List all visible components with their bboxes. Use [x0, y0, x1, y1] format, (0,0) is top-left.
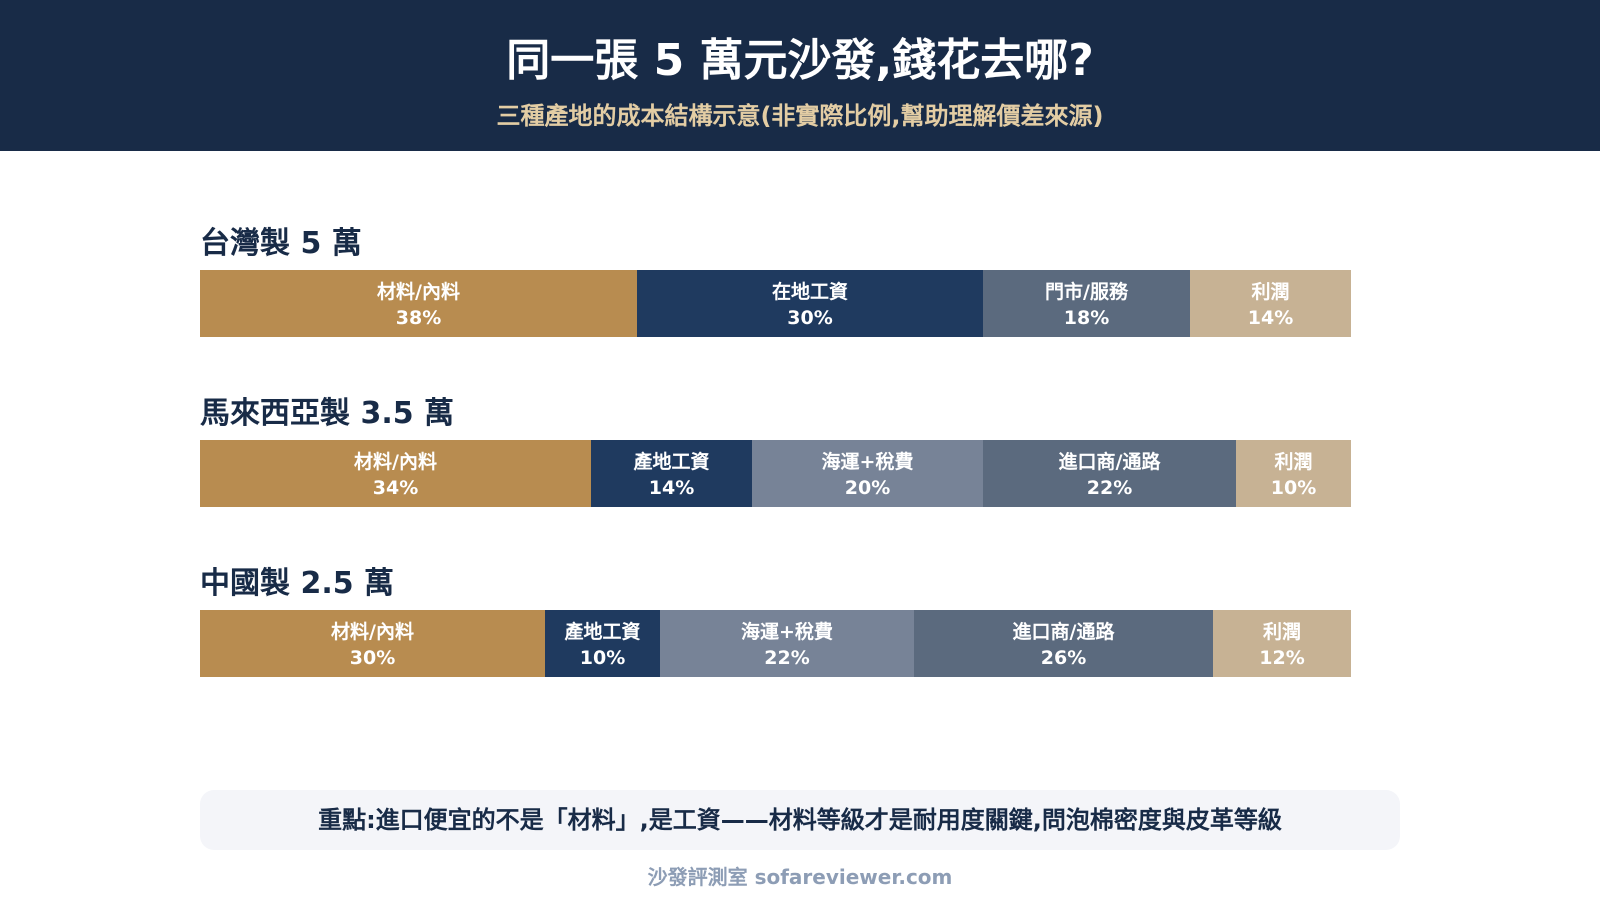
bar-segment: 材料/內料 34%: [200, 440, 591, 507]
segment-value-label: 10%: [579, 647, 626, 669]
segment-label: 材料/內料: [354, 451, 437, 473]
segment-value-label: 34%: [372, 477, 419, 499]
bar-segment: 材料/內料 38%: [200, 270, 637, 337]
segment-label: 海運+稅費: [741, 621, 833, 643]
key-point-note: 重點:進口便宜的不是「材料」,是工資——材料等級才是耐用度關鍵,問泡棉密度與皮革…: [200, 790, 1400, 850]
segment-label: 進口商/通路: [1012, 621, 1115, 643]
bar-segment: 海運+稅費 22%: [660, 610, 914, 677]
segment-value-label: 26%: [1040, 647, 1087, 669]
bar-segment: 材料/內料 30%: [200, 610, 545, 677]
segment-label: 產地工資: [564, 621, 641, 643]
bar-segment: 進口商/通路 26%: [914, 610, 1213, 677]
segment-value-label: 14%: [648, 477, 695, 499]
group-label-china: 中國製 2.5 萬: [200, 566, 395, 601]
segment-label: 門市/服務: [1045, 281, 1128, 303]
page-subtitle: 三種產地的成本結構示意(非實際比例,幫助理解價差來源): [496, 102, 1104, 130]
segment-label: 利潤: [1274, 451, 1313, 473]
segment-label: 產地工資: [633, 451, 710, 473]
segment-value-label: 22%: [764, 647, 810, 669]
bar-segment: 利潤 12%: [1213, 610, 1351, 677]
bar-segment: 利潤 14%: [1190, 270, 1351, 337]
segment-value-label: 14%: [1247, 307, 1294, 329]
bar-segment: 產地工資 10%: [545, 610, 660, 677]
bar-segment: 門市/服務 18%: [983, 270, 1190, 337]
group-label-taiwan: 台灣製 5 萬: [200, 226, 362, 261]
segment-value-label: 22%: [1086, 477, 1133, 499]
segment-value-label: 20%: [844, 477, 891, 499]
stacked-bar-china: 材料/內料 30% 產地工資 10% 海運+稅費 22% 進口商/通路 26% 利潤 12%: [200, 610, 1351, 677]
segment-value-label: 18%: [1063, 307, 1110, 329]
bar-segment: 產地工資 14%: [591, 440, 752, 507]
segment-label: 在地工資: [771, 281, 848, 303]
segment-value-label: 10%: [1270, 477, 1317, 499]
segment-label: 利潤: [1262, 621, 1301, 643]
stacked-bar-taiwan: 材料/內料 38% 在地工資 30% 門市/服務 18% 利潤 14%: [200, 270, 1351, 337]
footer-credit: 沙發評測室 sofareviewer.com: [647, 865, 953, 889]
segment-label: 材料/內料: [331, 621, 414, 643]
group-label-malaysia: 馬來西亞製 3.5 萬: [200, 396, 455, 431]
segment-value-label: 30%: [787, 307, 833, 329]
bar-segment: 在地工資 30%: [637, 270, 983, 337]
segment-label: 材料/內料: [377, 281, 460, 303]
bar-segment: 進口商/通路 22%: [983, 440, 1236, 507]
key-point-text: 重點:進口便宜的不是「材料」,是工資——材料等級才是耐用度關鍵,問泡棉密度與皮革…: [318, 806, 1282, 834]
segment-value-label: 30%: [349, 647, 396, 669]
segment-label: 海運+稅費: [821, 451, 914, 473]
bar-segment: 海運+稅費 20%: [752, 440, 983, 507]
segment-value-label: 38%: [395, 307, 442, 329]
page-title: 同一張 5 萬元沙發,錢花去哪?: [506, 35, 1094, 86]
segment-label: 利潤: [1251, 281, 1290, 303]
header-banner: 同一張 5 萬元沙發,錢花去哪? 三種產地的成本結構示意(非實際比例,幫助理解價…: [0, 0, 1600, 151]
stacked-bar-malaysia: 材料/內料 34% 產地工資 14% 海運+稅費 20% 進口商/通路 22% 利潤 10%: [200, 440, 1351, 507]
segment-label: 進口商/通路: [1058, 451, 1161, 473]
bar-segment: 利潤 10%: [1236, 440, 1351, 507]
segment-value-label: 12%: [1259, 647, 1305, 669]
